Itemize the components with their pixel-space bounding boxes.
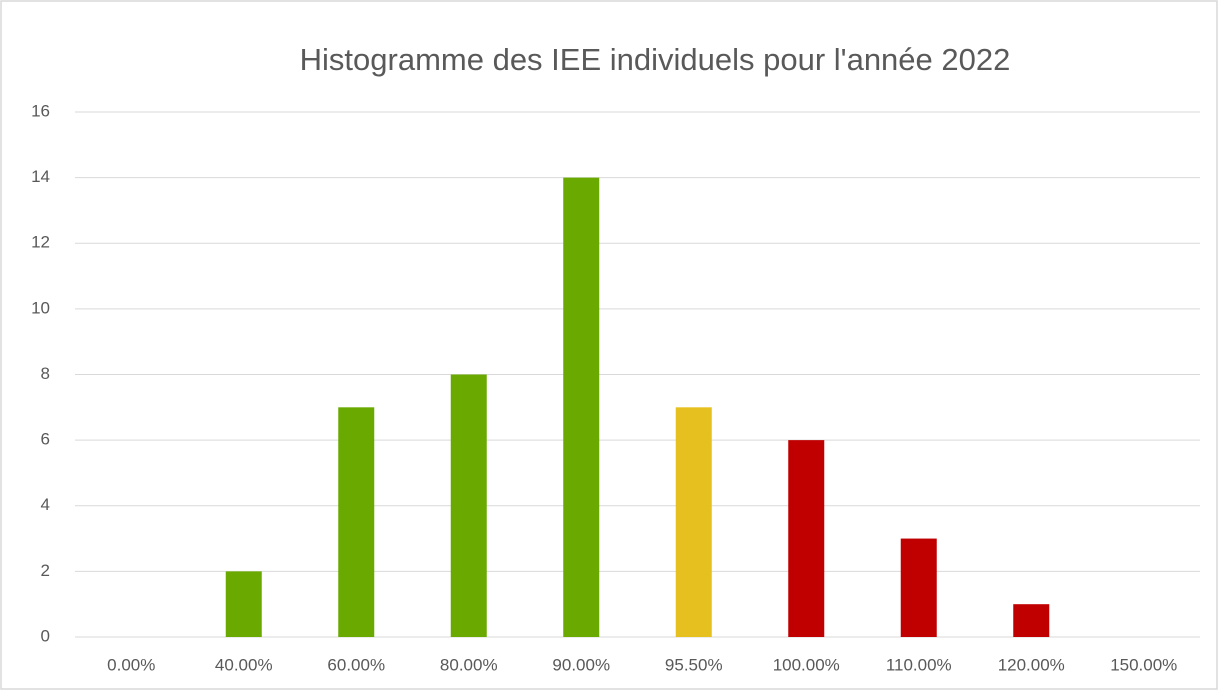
x-tick-label: 110.00% <box>886 655 952 674</box>
x-tick-label: 80.00% <box>440 655 498 674</box>
bar <box>450 374 487 637</box>
bar <box>338 407 375 637</box>
y-tick-label: 16 <box>31 101 50 120</box>
bar <box>788 440 825 637</box>
y-tick-label: 0 <box>41 626 50 645</box>
x-tick-label: 95.50% <box>665 655 723 674</box>
x-tick-label: 90.00% <box>552 655 610 674</box>
bar <box>225 571 262 637</box>
chart-title: Histogramme des IEE individuels pour l'a… <box>300 42 1011 77</box>
x-tick-label: 0.00% <box>107 655 155 674</box>
x-tick-label: 60.00% <box>327 655 385 674</box>
y-tick-label: 8 <box>41 364 50 383</box>
bar <box>900 538 937 637</box>
bar <box>675 407 712 637</box>
y-tick-label: 2 <box>41 561 50 580</box>
y-tick-label: 10 <box>31 298 50 317</box>
bar <box>563 177 600 637</box>
bar <box>1013 604 1050 637</box>
x-tick-label: 40.00% <box>215 655 273 674</box>
x-tick-label: 100.00% <box>773 655 840 674</box>
y-tick-label: 14 <box>31 167 50 186</box>
y-tick-label: 4 <box>41 495 50 514</box>
y-tick-label: 12 <box>31 233 50 252</box>
x-tick-label: 150.00% <box>1110 655 1177 674</box>
x-tick-label: 120.00% <box>998 655 1065 674</box>
y-tick-label: 6 <box>41 430 50 449</box>
